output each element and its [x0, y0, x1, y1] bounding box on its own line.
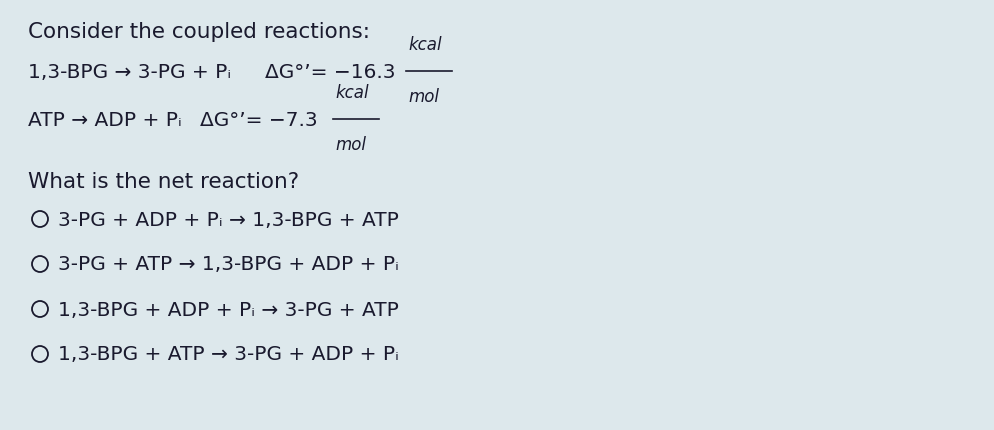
Text: 1,3-BPG + ATP → 3-PG + ADP + Pᵢ: 1,3-BPG + ATP → 3-PG + ADP + Pᵢ	[58, 345, 399, 364]
Text: ATP → ADP + Pᵢ: ATP → ADP + Pᵢ	[28, 110, 182, 129]
Text: 1,3-BPG → 3-PG + Pᵢ: 1,3-BPG → 3-PG + Pᵢ	[28, 62, 231, 81]
Text: 3-PG + ADP + Pᵢ → 1,3-BPG + ATP: 3-PG + ADP + Pᵢ → 1,3-BPG + ATP	[58, 210, 399, 229]
Text: What is the net reaction?: What is the net reaction?	[28, 172, 299, 191]
Text: Consider the coupled reactions:: Consider the coupled reactions:	[28, 22, 370, 42]
Text: mol: mol	[335, 136, 366, 154]
Text: kcal: kcal	[335, 84, 368, 102]
Text: 3-PG + ATP → 1,3-BPG + ADP + Pᵢ: 3-PG + ATP → 1,3-BPG + ADP + Pᵢ	[58, 255, 399, 274]
Text: ΔG°’= −16.3: ΔG°’= −16.3	[264, 62, 395, 81]
Text: ΔG°’= −7.3: ΔG°’= −7.3	[200, 110, 317, 129]
Text: mol: mol	[408, 88, 438, 106]
Text: kcal: kcal	[408, 36, 441, 54]
Text: 1,3-BPG + ADP + Pᵢ → 3-PG + ATP: 1,3-BPG + ADP + Pᵢ → 3-PG + ATP	[58, 300, 399, 319]
